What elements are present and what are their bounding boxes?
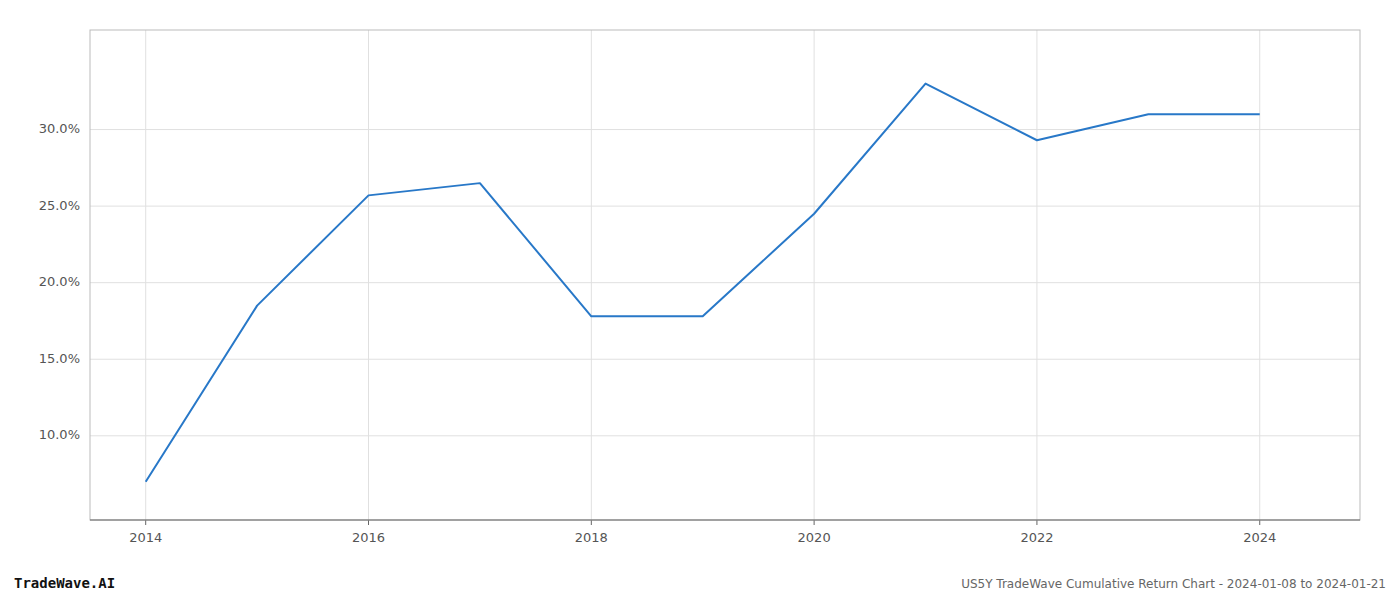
x-tick-mark: [814, 520, 815, 525]
x-grid-line: [368, 30, 369, 520]
x-grid-line: [1259, 30, 1260, 520]
data-line: [146, 84, 1260, 482]
x-tick-label: 2020: [798, 530, 831, 545]
y-grid-line: [90, 206, 1360, 207]
y-tick-label: 10.0%: [39, 427, 80, 442]
annotation: TradeWave.AI: [14, 575, 115, 591]
annotation: US5Y TradeWave Cumulative Return Chart -…: [961, 577, 1386, 591]
x-tick-label: 2018: [575, 530, 608, 545]
axes: 10.0% 15.0% 20.0% 25.0% 30.0% 2014 2016 2018 202…: [39, 30, 1360, 545]
x-tick-mark: [591, 520, 592, 525]
y-tick-label: 25.0%: [39, 198, 80, 213]
x-tick-mark: [145, 520, 146, 525]
x-grid-line: [814, 30, 815, 520]
x-tick-label: 2016: [352, 530, 385, 545]
chart-svg: 10.0% 15.0% 20.0% 25.0% 30.0% 2014 2016 2018 202…: [0, 0, 1400, 600]
y-tick-label: 15.0%: [39, 351, 80, 366]
x-grid-line: [591, 30, 592, 520]
x-tick-label: 2014: [129, 530, 162, 545]
x-tick-mark: [1259, 520, 1260, 525]
chart-container: 10.0% 15.0% 20.0% 25.0% 30.0% 2014 2016 2018 202…: [0, 0, 1400, 600]
grid: [90, 30, 1360, 520]
data-layer: [146, 84, 1260, 482]
y-grid-line: [90, 435, 1360, 436]
y-tick-label: 20.0%: [39, 274, 80, 289]
y-grid-line: [90, 359, 1360, 360]
y-grid-line: [90, 129, 1360, 130]
x-grid-line: [1036, 30, 1037, 520]
x-tick-label: 2022: [1020, 530, 1053, 545]
y-tick-label: 30.0%: [39, 121, 80, 136]
x-axis-line: [90, 519, 1360, 520]
x-tick-label: 2024: [1243, 530, 1276, 545]
x-tick-mark: [1036, 520, 1037, 525]
plot-frame: [90, 30, 1360, 520]
x-grid-line: [145, 30, 146, 520]
x-tick-mark: [368, 520, 369, 525]
